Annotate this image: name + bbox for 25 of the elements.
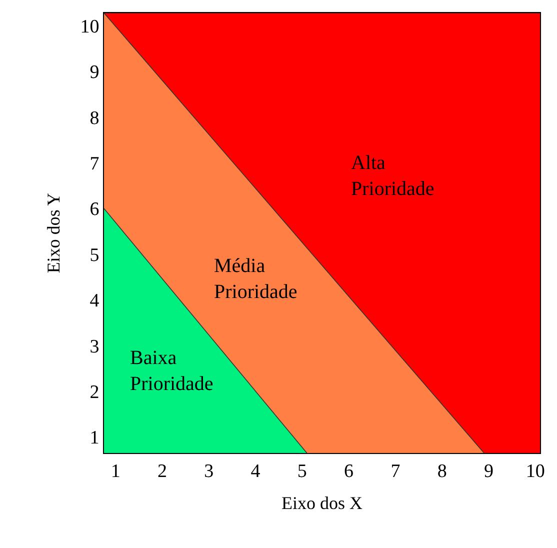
series-label: Alta Prioridade <box>351 152 434 200</box>
y-tick-label: 1 <box>90 428 100 449</box>
y-tick-label: 10 <box>80 16 100 38</box>
x-tick-label: 7 <box>390 460 400 482</box>
series-label: Média Prioridade <box>214 255 298 303</box>
y-tick-label: 6 <box>90 199 100 220</box>
y-axis-title: Eixo dos Y <box>43 192 64 274</box>
x-tick-label: 8 <box>437 460 447 482</box>
y-tick-label: 2 <box>90 382 100 403</box>
x-tick-label: 2 <box>158 460 168 482</box>
y-tick-label: 4 <box>90 290 100 312</box>
x-axis-title: Eixo dos X <box>282 492 362 513</box>
x-tick-label: 4 <box>250 460 261 482</box>
y-tick-label: 9 <box>90 62 100 84</box>
x-tick-label: 10 <box>526 460 545 482</box>
y-tick-label: 3 <box>90 336 100 358</box>
x-tick-label: 3 <box>204 460 214 482</box>
y-tick-label: 8 <box>90 108 100 129</box>
x-tick-label: 5 <box>297 460 307 482</box>
series-label: Baixa Prioridade <box>130 347 214 395</box>
x-tick-label: 9 <box>484 460 494 482</box>
x-tick-label: 1 <box>110 460 120 482</box>
x-tick-label: 6 <box>344 460 354 482</box>
y-tick-label: 5 <box>90 244 100 266</box>
y-tick-label: 7 <box>90 154 100 175</box>
